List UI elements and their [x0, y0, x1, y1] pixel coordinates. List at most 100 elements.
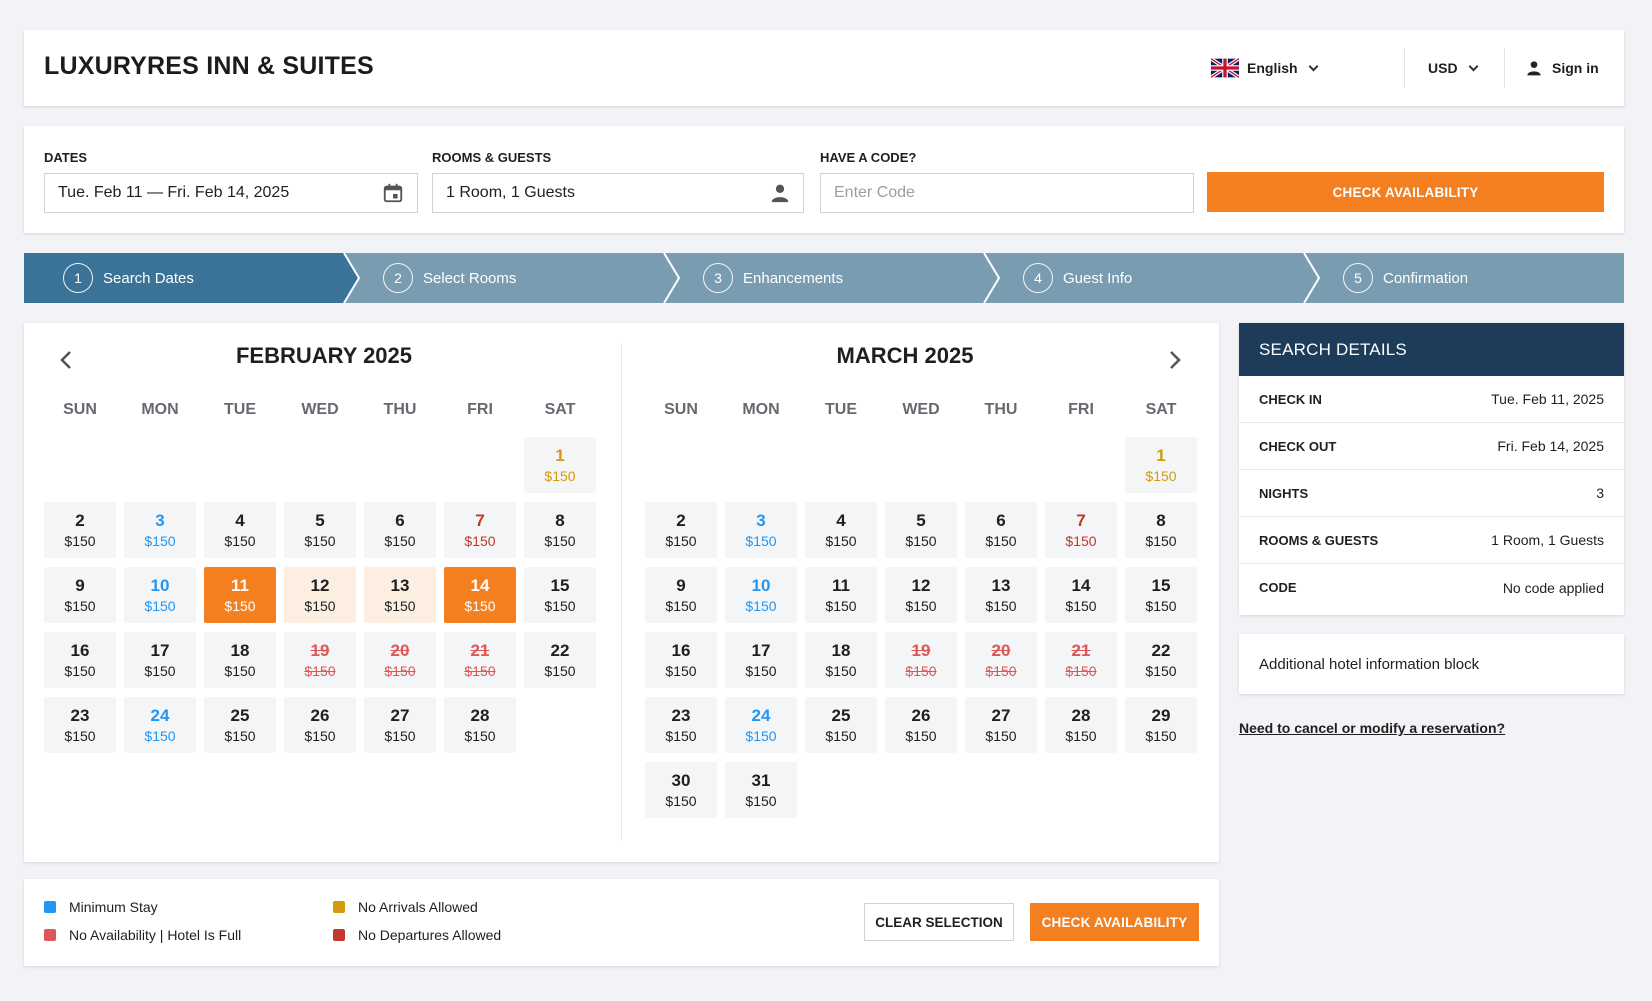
- calendar-day[interactable]: 25 $150: [805, 697, 877, 753]
- calendar-day[interactable]: 5 $150: [284, 502, 356, 558]
- day-price: $150: [64, 728, 96, 744]
- check-availability-button[interactable]: CHECK AVAILABILITY: [1030, 903, 1199, 941]
- step-guest-info[interactable]: 4 Guest Info: [1023, 253, 1132, 303]
- detail-row-check-out: CHECK OUT Fri. Feb 14, 2025: [1239, 423, 1624, 470]
- calendar-day[interactable]: 18 $150: [805, 632, 877, 688]
- calendar-day[interactable]: 1 $150: [524, 437, 596, 493]
- calendar-day[interactable]: 9 $150: [645, 567, 717, 623]
- weekday-header: MON: [141, 401, 179, 418]
- calendar-day[interactable]: 17 $150: [124, 632, 196, 688]
- calendar-day[interactable]: 15 $150: [524, 567, 596, 623]
- calendar-day[interactable]: 26 $150: [284, 697, 356, 753]
- calendar-day[interactable]: 31 $150: [725, 762, 797, 818]
- day-price: $150: [1065, 663, 1097, 679]
- day-price: $150: [64, 663, 96, 679]
- calendar-day[interactable]: 9 $150: [44, 567, 116, 623]
- calendar-day[interactable]: 29 $150: [1125, 697, 1197, 753]
- calendar-day[interactable]: 23 $150: [645, 697, 717, 753]
- sign-in-button[interactable]: Sign in: [1526, 30, 1599, 106]
- search-bar: DATES Tue. Feb 11 — Fri. Feb 14, 2025 RO…: [24, 126, 1624, 233]
- calendar-day[interactable]: 5 $150: [885, 502, 957, 558]
- calendar-day[interactable]: 22 $150: [524, 632, 596, 688]
- day-number: 22: [550, 641, 570, 660]
- day-price: $150: [224, 533, 256, 549]
- day-number: 18: [230, 641, 250, 660]
- calendar-day[interactable]: 10 $150: [124, 567, 196, 623]
- calendar-day: 20 $150: [965, 632, 1037, 688]
- calendar-day[interactable]: 4 $150: [805, 502, 877, 558]
- step-search-dates[interactable]: 1 Search Dates: [63, 253, 194, 303]
- calendar-day[interactable]: 27 $150: [364, 697, 436, 753]
- calendar-day[interactable]: 2 $150: [645, 502, 717, 558]
- weekday-header: FRI: [1068, 401, 1094, 418]
- currency-selector[interactable]: USD: [1428, 30, 1479, 106]
- month-march: MARCH 2025 SUN MON TUE WED THU FRI SAT 1 $150 2 $1…: [625, 323, 1219, 862]
- calendar-day[interactable]: 27 $150: [965, 697, 1037, 753]
- detail-value: 3: [1596, 485, 1604, 501]
- calendar-day[interactable]: 8 $150: [1125, 502, 1197, 558]
- day-number: 9: [75, 576, 85, 595]
- step-number: 2: [383, 263, 413, 293]
- calendar-day[interactable]: 7 $150: [444, 502, 516, 558]
- day-price: $150: [745, 533, 777, 549]
- calendar-day[interactable]: 4 $150: [204, 502, 276, 558]
- day-price: $150: [1145, 468, 1177, 484]
- calendar-day[interactable]: 6 $150: [364, 502, 436, 558]
- calendar-day[interactable]: 23 $150: [44, 697, 116, 753]
- weekday-header: SUN: [664, 401, 698, 418]
- calendar-day[interactable]: 6 $150: [965, 502, 1037, 558]
- calendar-icon[interactable]: [382, 182, 404, 204]
- calendar-day[interactable]: 12 $150: [885, 567, 957, 623]
- dates-field[interactable]: Tue. Feb 11 — Fri. Feb 14, 2025: [44, 173, 418, 213]
- calendar-day[interactable]: 14 $150: [444, 567, 516, 623]
- day-price: $150: [464, 663, 496, 679]
- weekday-header: SUN: [63, 401, 97, 418]
- calendar-day[interactable]: 15 $150: [1125, 567, 1197, 623]
- step-enhancements[interactable]: 3 Enhancements: [703, 253, 843, 303]
- language-selector[interactable]: English: [1211, 30, 1319, 106]
- step-confirmation[interactable]: 5 Confirmation: [1343, 253, 1468, 303]
- day-price: $150: [665, 533, 697, 549]
- calendar-day[interactable]: 12 $150: [284, 567, 356, 623]
- calendar-day[interactable]: 3 $150: [725, 502, 797, 558]
- promo-code-field[interactable]: [820, 173, 1194, 213]
- day-price: $150: [224, 598, 256, 614]
- calendar-day[interactable]: 10 $150: [725, 567, 797, 623]
- calendar-day[interactable]: 24 $150: [725, 697, 797, 753]
- calendar-day[interactable]: 18 $150: [204, 632, 276, 688]
- calendar-day[interactable]: 16 $150: [44, 632, 116, 688]
- promo-code-input[interactable]: [834, 184, 1180, 202]
- calendar-day: 21 $150: [444, 632, 516, 688]
- calendar-day[interactable]: 17 $150: [725, 632, 797, 688]
- day-number: 30: [671, 771, 691, 790]
- calendar-day[interactable]: 25 $150: [204, 697, 276, 753]
- calendar-day[interactable]: 28 $150: [1045, 697, 1117, 753]
- calendar-day[interactable]: 3 $150: [124, 502, 196, 558]
- dates-value: Tue. Feb 11 — Fri. Feb 14, 2025: [58, 184, 290, 201]
- cancel-modify-reservation-link[interactable]: Need to cancel or modify a reservation?: [1239, 720, 1506, 736]
- calendar-day[interactable]: 2 $150: [44, 502, 116, 558]
- calendar-day[interactable]: 1 $150: [1125, 437, 1197, 493]
- check-availability-button[interactable]: CHECK AVAILABILITY: [1207, 172, 1604, 212]
- calendar-day[interactable]: 26 $150: [885, 697, 957, 753]
- chevron-left-icon[interactable]: [55, 349, 77, 371]
- calendar-day[interactable]: 13 $150: [364, 567, 436, 623]
- legend-label: Minimum Stay: [69, 899, 158, 915]
- calendar-day[interactable]: 7 $150: [1045, 502, 1117, 558]
- calendar-day[interactable]: 28 $150: [444, 697, 516, 753]
- calendar-day[interactable]: 16 $150: [645, 632, 717, 688]
- calendar-day[interactable]: 8 $150: [524, 502, 596, 558]
- calendar-day[interactable]: 11 $150: [805, 567, 877, 623]
- step-select-rooms[interactable]: 2 Select Rooms: [383, 253, 516, 303]
- rooms-guests-field[interactable]: 1 Room, 1 Guests: [432, 173, 804, 213]
- chevron-right-icon[interactable]: [1164, 349, 1186, 371]
- calendar-day[interactable]: 24 $150: [124, 697, 196, 753]
- calendar-day[interactable]: 13 $150: [965, 567, 1037, 623]
- calendar-day[interactable]: 22 $150: [1125, 632, 1197, 688]
- calendar-day[interactable]: 14 $150: [1045, 567, 1117, 623]
- calendar-day[interactable]: 11 $150: [204, 567, 276, 623]
- legend-swatch: [333, 929, 345, 941]
- calendar-day[interactable]: 30 $150: [645, 762, 717, 818]
- clear-selection-button[interactable]: CLEAR SELECTION: [864, 903, 1014, 941]
- day-price: $150: [384, 598, 416, 614]
